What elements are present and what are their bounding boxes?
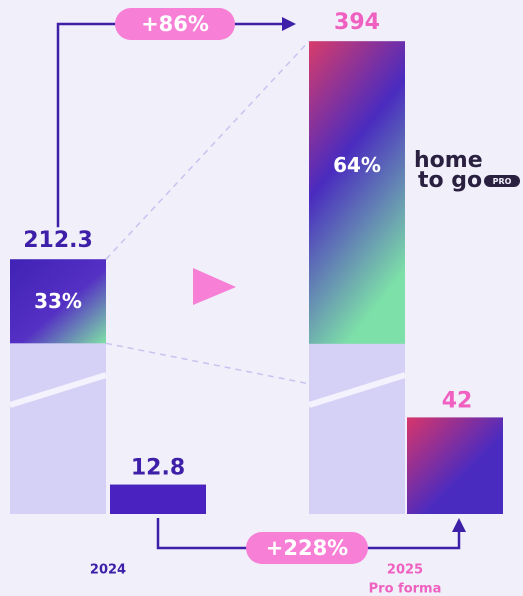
growth-arrow [56, 22, 285, 228]
stripe [9, 372, 107, 408]
share-segment [10, 259, 106, 344]
bar [110, 484, 206, 514]
logo-badge [484, 175, 520, 187]
value-label: 212.3 [23, 228, 93, 253]
growth-label: +86% [141, 12, 209, 36]
category-note: Pro forma [369, 582, 442, 596]
arrow-triangle [193, 268, 236, 305]
value-label: 394 [334, 10, 380, 35]
logo: home to go PRO [414, 148, 520, 193]
share-label: 33% [34, 289, 82, 313]
category-label: 2025 [387, 563, 423, 578]
value-label: 42 [442, 388, 473, 413]
logo-text: to go [418, 168, 482, 193]
share-segment [309, 41, 405, 344]
arrow-head [282, 17, 296, 31]
category-label: 2024 [90, 563, 126, 578]
stripe [308, 372, 406, 408]
pill [115, 8, 235, 40]
logo-badge-text: PRO [493, 177, 512, 186]
value-label: 12.8 [131, 456, 185, 481]
bar [407, 417, 503, 514]
logo-text: home [414, 148, 483, 173]
arrow-head [452, 518, 466, 532]
pill [246, 532, 368, 564]
share-label: 64% [333, 153, 381, 177]
growth-label: +228% [266, 536, 348, 560]
connector [105, 342, 310, 385]
connector [105, 40, 310, 260]
